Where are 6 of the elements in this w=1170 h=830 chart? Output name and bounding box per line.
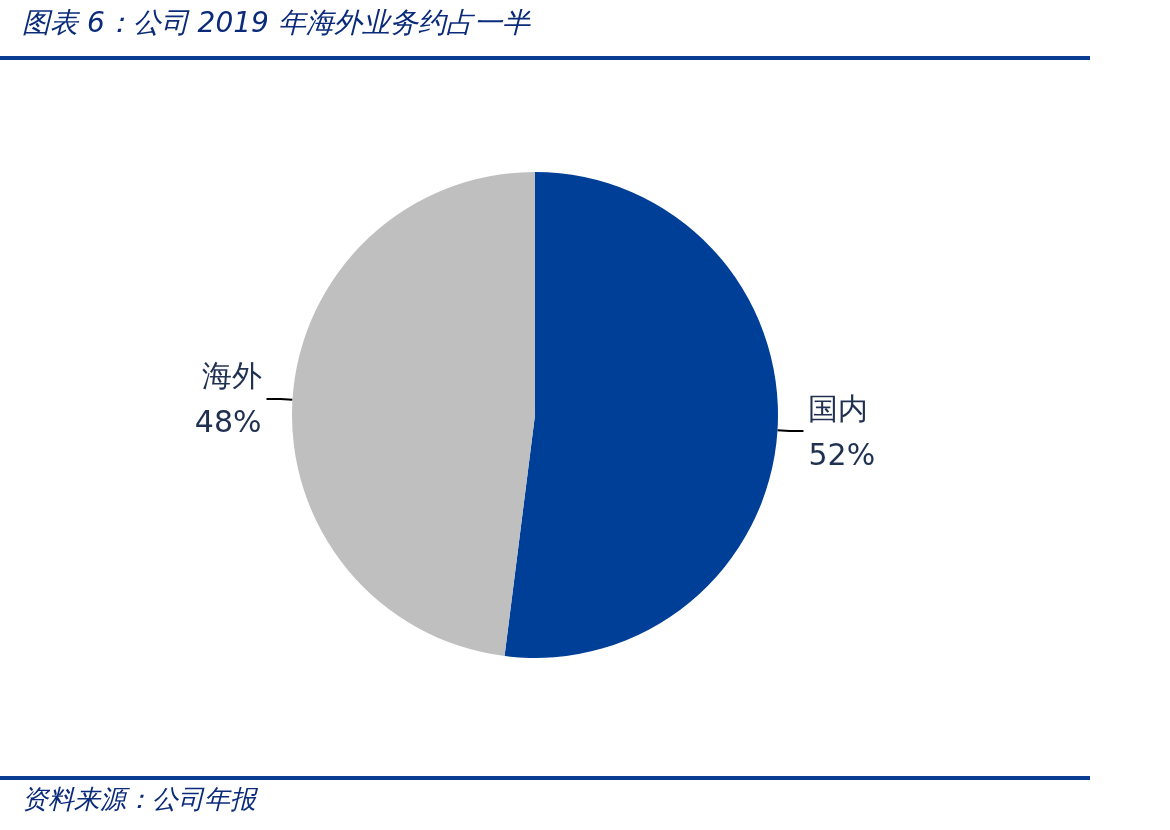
slice-label: 国内 bbox=[808, 390, 869, 426]
text: 资料来源：公司年报 bbox=[22, 783, 256, 816]
data-label: 48% bbox=[194, 404, 262, 440]
slice-label: 海外 bbox=[201, 358, 262, 394]
chart-title: 图表 6：公司 2019 年海外业务约占一半 bbox=[22, 5, 530, 41]
data-label: 52% bbox=[808, 436, 876, 472]
